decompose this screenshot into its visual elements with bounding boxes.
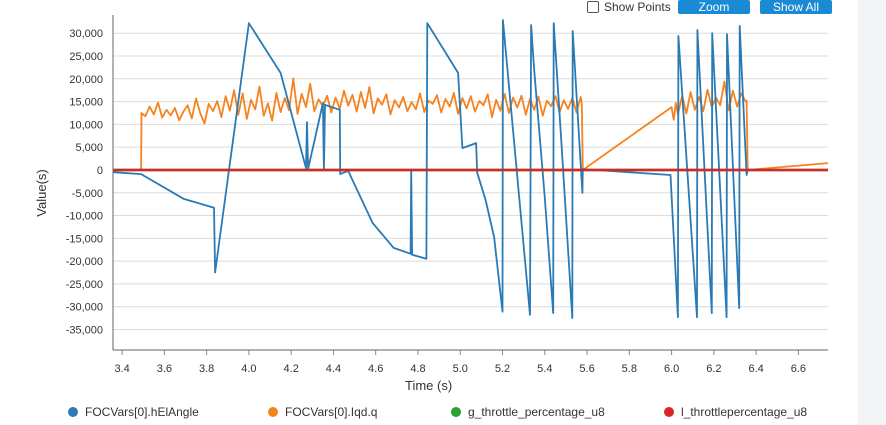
y-tick-label: -15,000 xyxy=(66,233,103,245)
x-tick-label: 5.8 xyxy=(622,363,637,375)
series-line-focvars-0-helangle xyxy=(112,19,828,320)
y-tick-label: -20,000 xyxy=(66,256,103,268)
y-tick-label: -30,000 xyxy=(66,302,103,314)
x-tick-label: 6.4 xyxy=(748,363,763,375)
x-tick-label: 4.4 xyxy=(326,363,341,375)
x-tick-label: 6.0 xyxy=(664,363,679,375)
zoom-button[interactable]: Zoom xyxy=(678,0,750,14)
show-points-label: Show Points xyxy=(604,0,671,14)
x-tick-label: 5.6 xyxy=(579,363,594,375)
legend-item-g-throttle[interactable]: g_throttle_percentage_u8 xyxy=(451,405,605,419)
show-points-checkbox[interactable] xyxy=(587,1,599,13)
y-tick-label: 10,000 xyxy=(69,119,103,131)
x-tick-label: 5.0 xyxy=(453,363,468,375)
y-tick-label: 5,000 xyxy=(75,142,103,154)
y-tick-label: 25,000 xyxy=(69,51,103,63)
show-all-button[interactable]: Show All xyxy=(760,0,832,14)
x-tick-label: 5.4 xyxy=(537,363,552,375)
x-tick-label: 3.8 xyxy=(199,363,214,375)
x-tick-label: 4.6 xyxy=(368,363,383,375)
y-tick-label: -25,000 xyxy=(66,279,103,291)
y-tick-label: -5,000 xyxy=(72,188,103,200)
y-axis-label: Value(s) xyxy=(34,169,49,216)
legend-item-l-throttle[interactable]: l_throttlepercentage_u8 xyxy=(664,405,807,419)
x-tick-label: 3.4 xyxy=(114,363,129,375)
show-points-toggle[interactable]: Show Points xyxy=(587,0,671,14)
page-margin xyxy=(858,0,886,425)
x-tick-label: 6.2 xyxy=(706,363,721,375)
x-tick-label: 4.8 xyxy=(410,363,425,375)
legend-marker-icon xyxy=(268,407,278,417)
y-tick-label: 15,000 xyxy=(69,97,103,109)
x-tick-label: 6.6 xyxy=(791,363,806,375)
legend-label: FOCVars[0].Iqd.q xyxy=(285,405,378,419)
y-tick-label: -35,000 xyxy=(66,324,103,336)
legend-item-iqd-q[interactable]: FOCVars[0].Iqd.q xyxy=(268,405,377,419)
x-axis-label: Time (s) xyxy=(405,378,452,393)
legend-label: l_throttlepercentage_u8 xyxy=(681,405,808,419)
series-line-focvars-0-iqd-q xyxy=(113,77,829,171)
x-tick-label: 4.0 xyxy=(241,363,256,375)
y-tick-label: 20,000 xyxy=(69,74,103,86)
legend-label: FOCVars[0].hElAngle xyxy=(85,405,199,419)
x-tick-label: 5.2 xyxy=(495,363,510,375)
legend-item-helangle[interactable]: FOCVars[0].hElAngle xyxy=(68,405,199,419)
y-tick-label: -10,000 xyxy=(66,211,103,223)
x-tick-label: 3.6 xyxy=(157,363,172,375)
legend-marker-icon xyxy=(451,407,461,417)
legend-marker-icon xyxy=(68,407,78,417)
x-tick-label: 4.2 xyxy=(284,363,299,375)
legend-marker-icon xyxy=(664,407,674,417)
y-tick-label: 30,000 xyxy=(69,28,103,40)
legend-label: g_throttle_percentage_u8 xyxy=(468,405,605,419)
y-tick-label: 0 xyxy=(97,165,103,177)
